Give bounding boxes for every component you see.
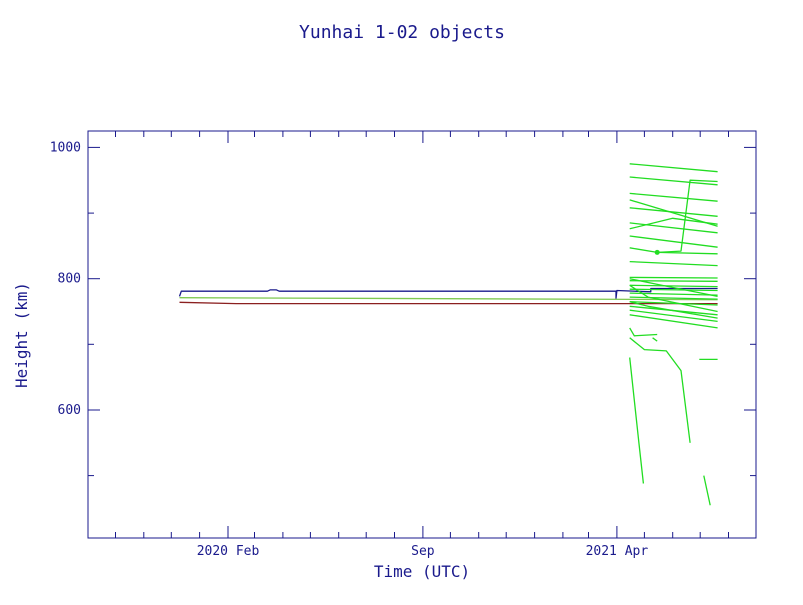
series-line-20 — [629, 301, 718, 306]
y-tick-label-0: 600 — [58, 403, 81, 418]
series-line-10 — [629, 235, 718, 248]
series-line-16 — [629, 284, 718, 288]
series-line-9 — [629, 217, 718, 230]
series-line-14 — [629, 276, 718, 279]
series-line-30 — [629, 357, 645, 484]
x-tick-label-0: 2020 Feb — [197, 544, 260, 559]
y-axis-label: Height (km) — [12, 282, 31, 388]
series-line-4 — [629, 176, 718, 186]
series-line-0 — [178, 287, 718, 300]
y-tick-label-1: 800 — [58, 272, 81, 287]
data-point-0 — [654, 249, 660, 255]
series-line-26 — [629, 301, 718, 319]
series-line-1 — [179, 301, 718, 305]
series-line-3 — [629, 163, 718, 173]
series-line-27 — [629, 327, 658, 337]
series-line-17 — [629, 288, 718, 292]
series-line-8 — [629, 222, 718, 234]
series-line-18 — [629, 292, 718, 296]
marker-layer — [654, 249, 660, 255]
series-line-13 — [629, 260, 718, 267]
series-layer — [178, 163, 718, 506]
series-line-22 — [629, 309, 718, 323]
series-line-28 — [652, 337, 658, 342]
chart-title: Yunhai 1-02 objects — [299, 22, 505, 43]
series-line-2 — [179, 297, 718, 301]
series-line-19 — [629, 296, 718, 300]
series-line-5 — [629, 192, 718, 202]
series-line-23 — [629, 314, 718, 329]
series-line-11 — [629, 247, 718, 255]
series-line-29 — [629, 337, 691, 443]
series-line-25 — [629, 284, 718, 313]
series-line-32 — [703, 475, 711, 506]
y-tick-label-2: 1000 — [50, 140, 81, 155]
series-line-7 — [629, 207, 718, 217]
x-tick-label-1: Sep — [411, 544, 435, 559]
plot-frame — [87, 130, 757, 539]
axis-ticks: 2020 Feb Sep 2021 Apr 600 800 1000 — [50, 131, 756, 559]
series-line-12 — [657, 179, 718, 254]
x-axis-label: Time (UTC) — [374, 562, 470, 581]
series-line-24 — [629, 278, 718, 298]
x-tick-label-2: 2021 Apr — [586, 544, 649, 559]
series-line-15 — [629, 280, 718, 282]
